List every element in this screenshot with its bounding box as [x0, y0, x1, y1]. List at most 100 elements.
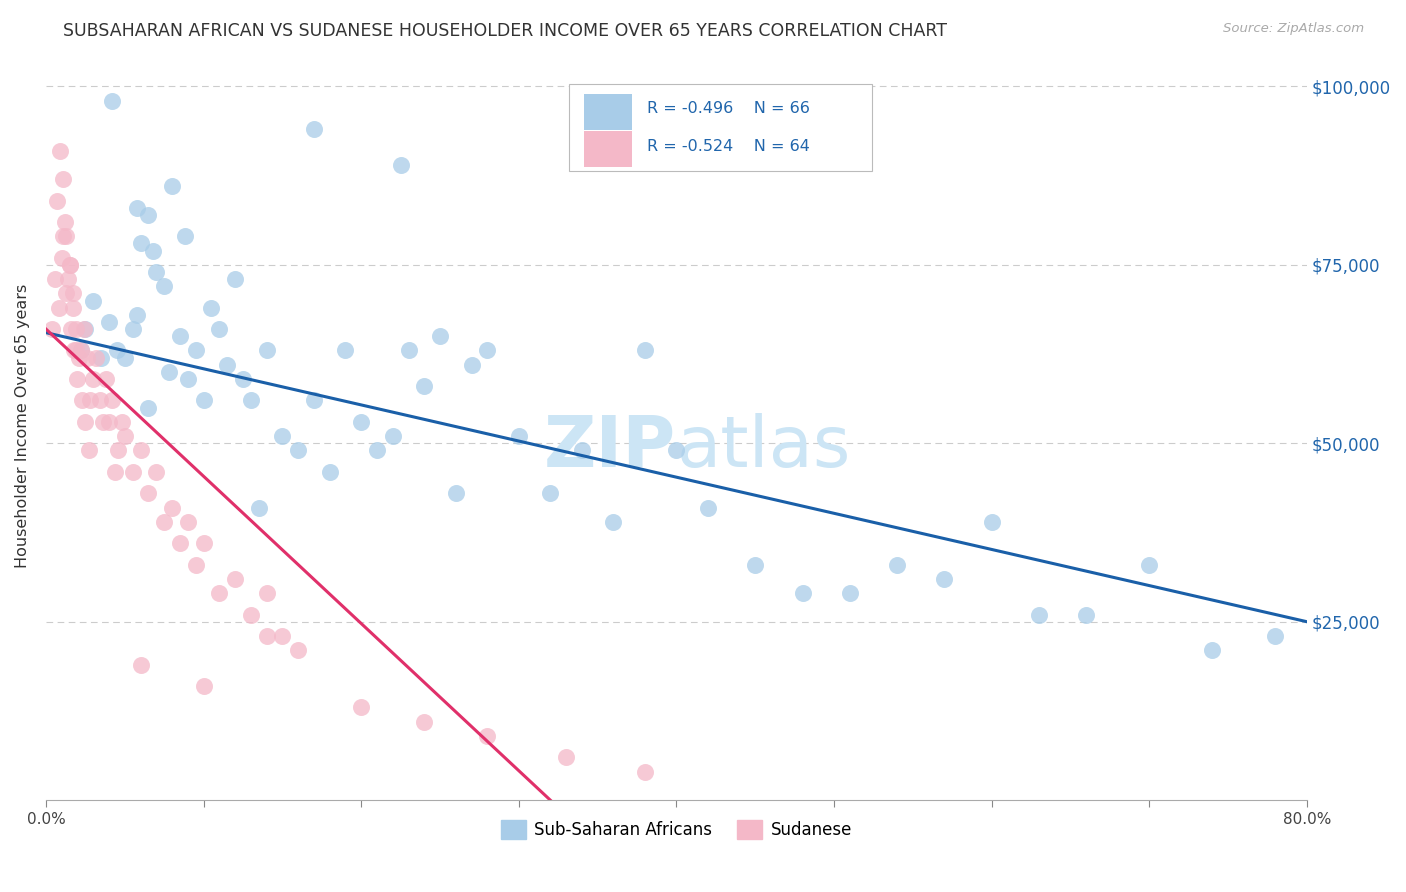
Point — [62, 301, 84, 315]
Point — [104, 465, 127, 479]
Point — [177, 372, 200, 386]
Point — [232, 372, 254, 386]
Point — [381, 429, 404, 443]
Point — [413, 379, 436, 393]
Point — [160, 500, 183, 515]
Point — [200, 301, 222, 315]
Point — [49, 144, 72, 158]
Point — [145, 465, 167, 479]
Point — [129, 657, 152, 672]
Point — [145, 265, 167, 279]
Point — [66, 372, 89, 386]
Point — [48, 301, 70, 315]
Point — [508, 429, 530, 443]
Point — [138, 486, 160, 500]
Point — [980, 515, 1002, 529]
Point — [51, 251, 73, 265]
Point — [744, 558, 766, 572]
Point — [75, 415, 97, 429]
Bar — [585, 131, 633, 168]
Point — [184, 343, 207, 358]
Point — [90, 351, 112, 365]
Point — [121, 322, 143, 336]
Point — [302, 122, 325, 136]
Point — [114, 351, 136, 365]
Point — [69, 343, 91, 358]
Point — [886, 558, 908, 572]
FancyBboxPatch shape — [569, 85, 872, 170]
Point — [65, 343, 87, 358]
Point — [41, 322, 63, 336]
Point — [129, 443, 152, 458]
Point — [444, 486, 467, 500]
Point — [59, 258, 82, 272]
Point — [239, 393, 262, 408]
Point — [1076, 607, 1098, 622]
Point — [193, 536, 215, 550]
Point — [287, 643, 309, 657]
Text: R = -0.524    N = 64: R = -0.524 N = 64 — [648, 139, 810, 154]
Point — [73, 322, 96, 336]
Point — [77, 443, 100, 458]
Point — [76, 351, 98, 365]
Point — [571, 443, 593, 458]
Point — [70, 393, 93, 408]
Point — [142, 244, 165, 258]
Point — [217, 358, 239, 372]
Point — [86, 351, 108, 365]
Point — [98, 315, 121, 329]
Point — [169, 536, 191, 550]
Point — [107, 443, 129, 458]
Point — [53, 215, 76, 229]
Point — [287, 443, 309, 458]
Point — [127, 201, 149, 215]
Point — [55, 286, 77, 301]
Point — [460, 358, 482, 372]
Text: Source: ZipAtlas.com: Source: ZipAtlas.com — [1223, 22, 1364, 36]
Point — [256, 343, 278, 358]
Point — [1137, 558, 1160, 572]
Point — [602, 515, 624, 529]
Y-axis label: Householder Income Over 65 years: Householder Income Over 65 years — [15, 284, 30, 567]
Point — [105, 343, 128, 358]
Point — [69, 343, 91, 358]
Point — [350, 700, 373, 714]
Point — [224, 572, 246, 586]
Point — [366, 443, 388, 458]
Bar — [585, 94, 633, 129]
Point — [138, 401, 160, 415]
Point — [52, 172, 75, 186]
Point — [665, 443, 688, 458]
Point — [256, 586, 278, 600]
Point — [177, 515, 200, 529]
Point — [193, 393, 215, 408]
Text: ZIP: ZIP — [544, 413, 676, 483]
Point — [157, 365, 180, 379]
Point — [398, 343, 420, 358]
Point — [335, 343, 357, 358]
Point — [169, 329, 191, 343]
Point — [44, 272, 66, 286]
Point — [55, 229, 77, 244]
Point — [271, 629, 294, 643]
Point — [75, 322, 97, 336]
Point — [477, 729, 499, 743]
Point — [101, 393, 124, 408]
Point — [65, 322, 87, 336]
Point — [634, 764, 657, 779]
Point — [934, 572, 956, 586]
Point — [129, 236, 152, 251]
Point — [634, 343, 657, 358]
Point — [62, 286, 84, 301]
Point — [271, 429, 294, 443]
Point — [208, 322, 231, 336]
Point — [121, 465, 143, 479]
Point — [60, 322, 83, 336]
Point — [838, 586, 860, 600]
Point — [538, 486, 561, 500]
Point — [697, 500, 720, 515]
Point — [477, 343, 499, 358]
Point — [79, 393, 101, 408]
Point — [302, 393, 325, 408]
Point — [91, 415, 114, 429]
